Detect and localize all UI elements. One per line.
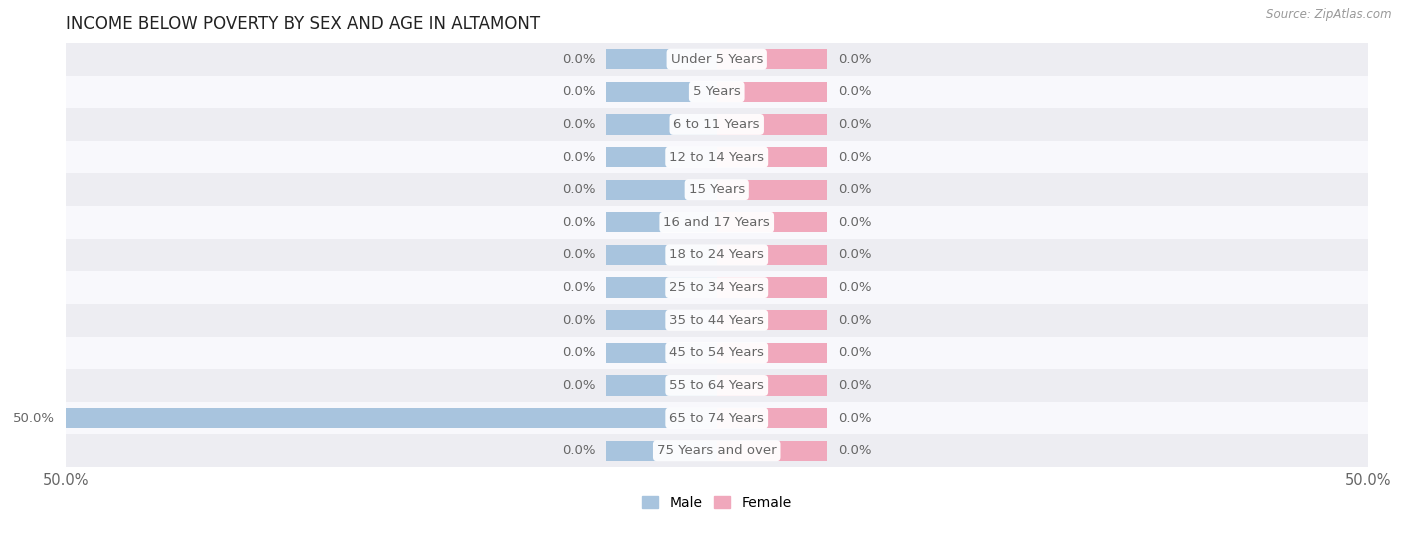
- Bar: [66, 206, 1368, 239]
- Text: 0.0%: 0.0%: [838, 86, 872, 98]
- Bar: [66, 408, 717, 428]
- Text: 0.0%: 0.0%: [838, 314, 872, 326]
- Text: 0.0%: 0.0%: [562, 281, 596, 294]
- Text: 0.0%: 0.0%: [838, 53, 872, 66]
- Bar: [66, 369, 1368, 402]
- Bar: [606, 82, 717, 102]
- Legend: Male, Female: Male, Female: [637, 490, 797, 515]
- Text: 0.0%: 0.0%: [562, 183, 596, 196]
- Text: 0.0%: 0.0%: [838, 183, 872, 196]
- Text: 50.0%: 50.0%: [13, 411, 55, 425]
- Bar: [717, 343, 827, 363]
- Text: Source: ZipAtlas.com: Source: ZipAtlas.com: [1267, 8, 1392, 21]
- Bar: [606, 343, 717, 363]
- Text: 0.0%: 0.0%: [562, 444, 596, 457]
- Bar: [66, 304, 1368, 337]
- Bar: [717, 82, 827, 102]
- Bar: [717, 440, 827, 461]
- Text: Under 5 Years: Under 5 Years: [671, 53, 763, 66]
- Text: 0.0%: 0.0%: [562, 86, 596, 98]
- Text: 55 to 64 Years: 55 to 64 Years: [669, 379, 765, 392]
- Bar: [606, 147, 717, 167]
- Text: 65 to 74 Years: 65 to 74 Years: [669, 411, 765, 425]
- Bar: [606, 212, 717, 233]
- Bar: [717, 277, 827, 298]
- Text: 0.0%: 0.0%: [838, 379, 872, 392]
- Text: 0.0%: 0.0%: [562, 314, 596, 326]
- Bar: [717, 212, 827, 233]
- Text: 45 to 54 Years: 45 to 54 Years: [669, 347, 765, 359]
- Text: 0.0%: 0.0%: [562, 379, 596, 392]
- Bar: [606, 277, 717, 298]
- Text: 0.0%: 0.0%: [562, 347, 596, 359]
- Bar: [66, 141, 1368, 173]
- Text: 0.0%: 0.0%: [838, 281, 872, 294]
- Text: 16 and 17 Years: 16 and 17 Years: [664, 216, 770, 229]
- Text: 0.0%: 0.0%: [838, 248, 872, 262]
- Bar: [66, 271, 1368, 304]
- Bar: [66, 239, 1368, 271]
- Text: 0.0%: 0.0%: [562, 118, 596, 131]
- Text: 12 to 14 Years: 12 to 14 Years: [669, 150, 765, 164]
- Bar: [717, 310, 827, 330]
- Bar: [66, 402, 1368, 434]
- Bar: [717, 147, 827, 167]
- Bar: [606, 310, 717, 330]
- Text: 75 Years and over: 75 Years and over: [657, 444, 776, 457]
- Bar: [66, 173, 1368, 206]
- Bar: [717, 375, 827, 396]
- Text: 0.0%: 0.0%: [562, 216, 596, 229]
- Bar: [66, 337, 1368, 369]
- Bar: [717, 115, 827, 135]
- Text: 0.0%: 0.0%: [838, 347, 872, 359]
- Bar: [606, 115, 717, 135]
- Bar: [606, 179, 717, 200]
- Text: 25 to 34 Years: 25 to 34 Years: [669, 281, 765, 294]
- Text: 0.0%: 0.0%: [562, 248, 596, 262]
- Text: 18 to 24 Years: 18 to 24 Years: [669, 248, 765, 262]
- Bar: [66, 434, 1368, 467]
- Text: 35 to 44 Years: 35 to 44 Years: [669, 314, 765, 326]
- Text: 5 Years: 5 Years: [693, 86, 741, 98]
- Bar: [717, 49, 827, 69]
- Bar: [606, 245, 717, 265]
- Bar: [717, 245, 827, 265]
- Bar: [717, 179, 827, 200]
- Bar: [717, 408, 827, 428]
- Text: 15 Years: 15 Years: [689, 183, 745, 196]
- Text: 6 to 11 Years: 6 to 11 Years: [673, 118, 761, 131]
- Bar: [66, 75, 1368, 108]
- Bar: [66, 108, 1368, 141]
- Text: 0.0%: 0.0%: [838, 444, 872, 457]
- Text: 0.0%: 0.0%: [838, 150, 872, 164]
- Text: 0.0%: 0.0%: [562, 150, 596, 164]
- Bar: [606, 375, 717, 396]
- Text: 0.0%: 0.0%: [838, 216, 872, 229]
- Bar: [66, 43, 1368, 75]
- Text: 0.0%: 0.0%: [838, 411, 872, 425]
- Text: INCOME BELOW POVERTY BY SEX AND AGE IN ALTAMONT: INCOME BELOW POVERTY BY SEX AND AGE IN A…: [66, 15, 540, 33]
- Text: 0.0%: 0.0%: [562, 53, 596, 66]
- Bar: [606, 440, 717, 461]
- Bar: [606, 49, 717, 69]
- Text: 0.0%: 0.0%: [838, 118, 872, 131]
